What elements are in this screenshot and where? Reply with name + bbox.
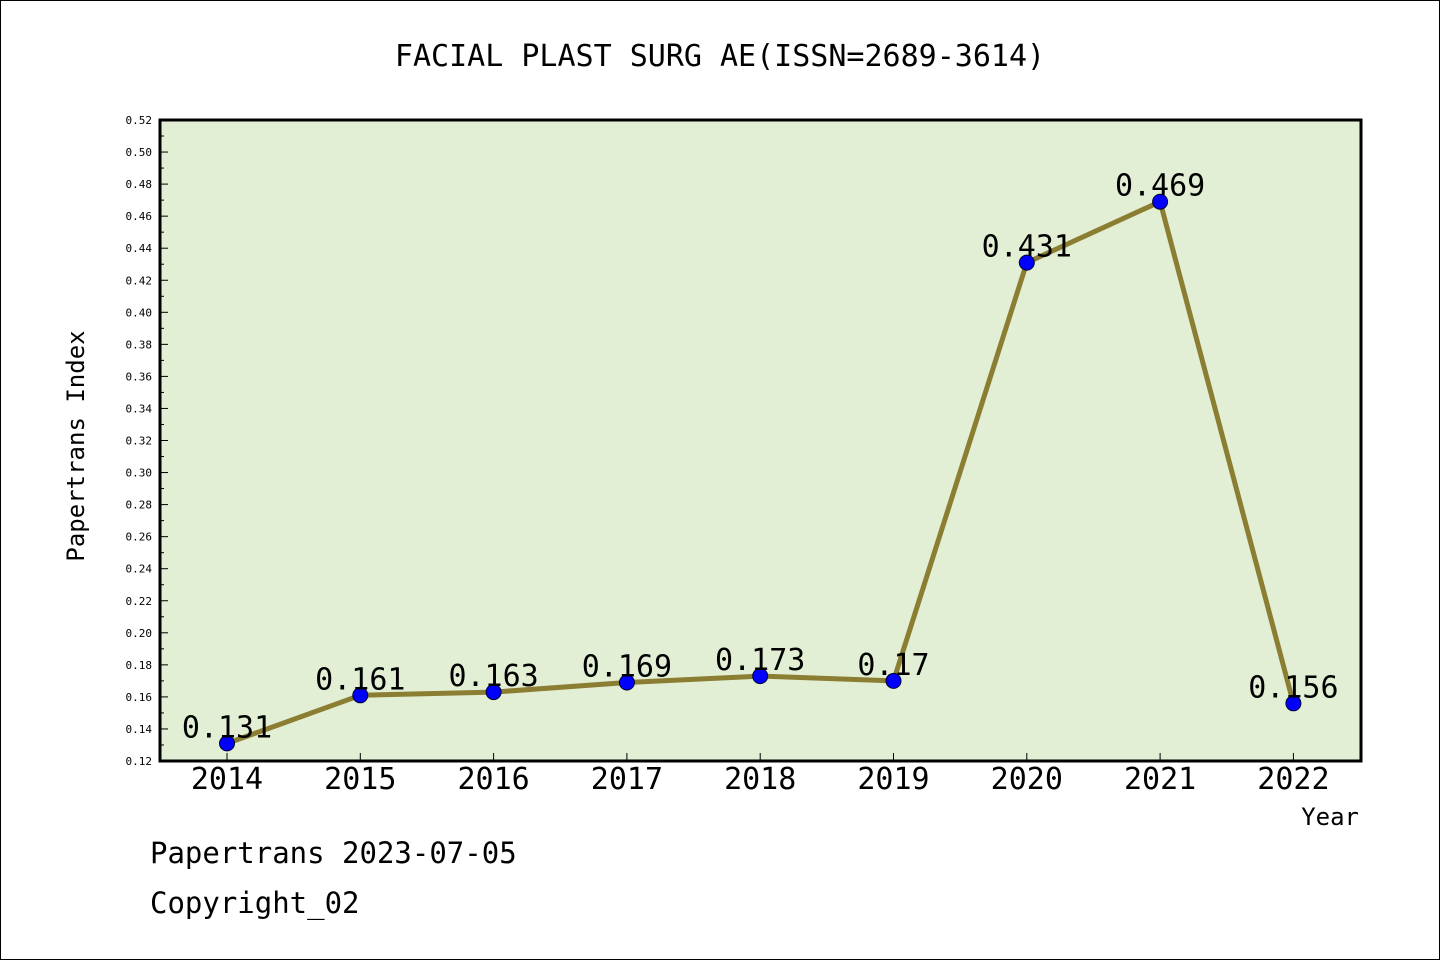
- data-point: [352, 687, 369, 704]
- plot-area: [158, 118, 1363, 763]
- y-tick-label: 0.14: [126, 723, 153, 736]
- x-tick-label: 2021: [1124, 762, 1196, 797]
- data-point: [1152, 193, 1169, 210]
- series: [219, 193, 1302, 752]
- x-axis-label: Year: [1301, 803, 1359, 831]
- x-tick-label: 2015: [324, 762, 396, 797]
- y-tick-label: 0.34: [126, 402, 153, 415]
- data-label: 0.161: [315, 662, 405, 697]
- y-tick-label: 0.36: [126, 370, 153, 383]
- data-label: 0.17: [857, 648, 929, 683]
- y-tick-label: 0.38: [126, 338, 153, 351]
- y-tick-label: 0.50: [126, 146, 153, 159]
- data-point: [618, 674, 635, 691]
- data-point: [1018, 254, 1035, 271]
- data-point: [1285, 695, 1302, 712]
- y-tick-label: 0.24: [126, 563, 153, 576]
- x-tick-label: 2016: [457, 762, 529, 797]
- y-tick-label: 0.44: [126, 242, 153, 255]
- y-tick-label: 0.20: [126, 627, 153, 640]
- data-label: 0.469: [1115, 169, 1205, 204]
- x-tick-label: 2020: [991, 762, 1063, 797]
- data-label: 0.169: [582, 649, 672, 684]
- x-tick-label: 2022: [1257, 762, 1329, 797]
- y-tick-label: 0.32: [126, 435, 153, 448]
- data-label: 0.131: [182, 710, 272, 745]
- y-tick-label: 0.22: [126, 595, 153, 608]
- data-label: 0.173: [715, 643, 805, 678]
- x-tick-label: 2017: [591, 762, 663, 797]
- y-tick-label: 0.26: [126, 531, 153, 544]
- plot-border: [158, 118, 1363, 763]
- y-tick-label: 0.40: [126, 306, 153, 319]
- footer-date: Papertrans 2023-07-05: [150, 836, 517, 870]
- data-label: 0.156: [1248, 670, 1338, 705]
- y-tick-label: 0.12: [126, 755, 153, 768]
- y-tick-label: 0.28: [126, 499, 153, 512]
- data-point: [885, 672, 902, 689]
- y-axis-label: Papertrans Index: [62, 330, 90, 561]
- y-tick-label: 0.16: [126, 691, 153, 704]
- x-axis: 2014 2015 2016 2017 2018 2019 2020 2021 2022: [191, 753, 1330, 797]
- data-point: [219, 735, 235, 752]
- y-tick-label: 0.30: [126, 467, 153, 480]
- y-tick-label: 0.18: [126, 659, 153, 672]
- data-label: 0.431: [982, 230, 1072, 265]
- y-axis: 0.12 0.14 0.16 0.18 0.20 0.22 0.24 0.26 0.28 0.30…: [126, 114, 168, 768]
- chart-title: FACIAL PLAST SURG AE(ISSN=2689-3614): [395, 39, 1045, 74]
- data-point: [752, 668, 769, 685]
- data-point: [485, 684, 502, 701]
- y-tick-label: 0.46: [126, 210, 153, 223]
- data-label: 0.163: [448, 659, 538, 694]
- x-tick-label: 2014: [191, 762, 263, 797]
- y-tick-label: 0.52: [126, 114, 153, 127]
- data-labels: 0.131 0.161 0.163 0.169 0.173 0.17 0.431 0.469 0…: [182, 169, 1339, 746]
- x-tick-label: 2018: [724, 762, 796, 797]
- footer-copyright: Copyright_02: [150, 886, 360, 920]
- x-tick-label: 2019: [857, 762, 929, 797]
- y-tick-label: 0.48: [126, 178, 153, 191]
- y-tick-label: 0.42: [126, 274, 153, 287]
